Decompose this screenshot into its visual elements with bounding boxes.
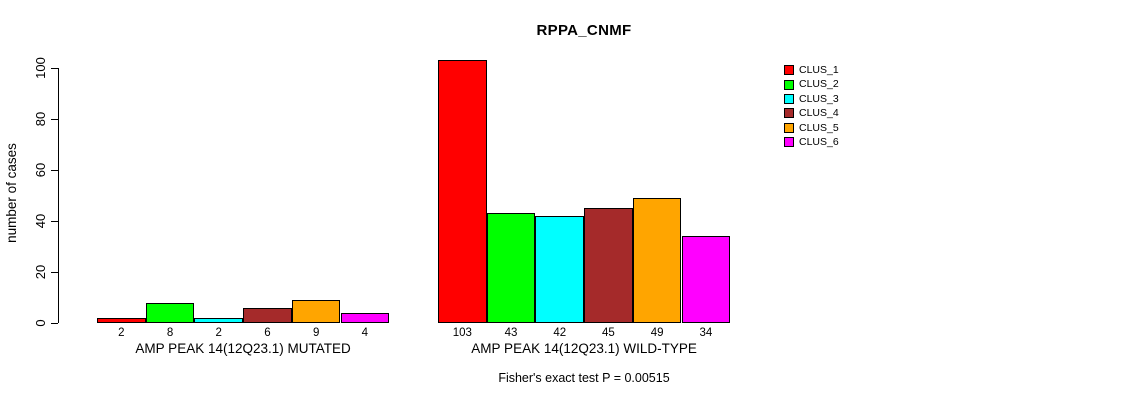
fisher-test-note: Fisher's exact test P = 0.00515 <box>498 371 670 385</box>
bar-value-label: 43 <box>504 327 518 339</box>
bar-value-label: 42 <box>553 327 567 339</box>
y-axis-tick-label: 0 <box>32 319 48 327</box>
y-axis-tick-label: 20 <box>32 264 48 280</box>
legend-color-swatch <box>784 137 794 148</box>
y-axis-tick-label: 60 <box>32 162 48 178</box>
legend-item: CLUS_1 <box>784 63 839 77</box>
bar-clus_3 <box>535 215 585 323</box>
bar-value-label: 2 <box>118 327 125 339</box>
bar-clus_4 <box>584 208 633 323</box>
legend-color-swatch <box>784 108 794 119</box>
group-label: AMP PEAK 14(12Q23.1) WILD-TYPE <box>471 341 697 356</box>
y-axis-label: number of cases <box>3 143 19 243</box>
bar-value-label: 8 <box>166 327 174 339</box>
bar-value-label: 6 <box>264 327 271 339</box>
y-axis-tick <box>51 272 58 273</box>
y-axis-tick <box>51 68 58 69</box>
y-axis-tick <box>51 221 58 222</box>
bar-clus_6 <box>681 236 731 323</box>
y-axis-tick <box>51 170 58 171</box>
legend-item: CLUS_6 <box>784 135 839 149</box>
bar-clus_4 <box>243 307 292 323</box>
bar-clus_5 <box>632 198 682 323</box>
legend-label: CLUS_2 <box>799 78 839 91</box>
bar-clus_2 <box>145 302 195 323</box>
y-axis-tick-label: 80 <box>32 111 48 127</box>
bar-value-label: 49 <box>650 327 664 339</box>
y-axis-tick-label: 100 <box>32 57 48 79</box>
bar-value-label: 34 <box>699 327 713 339</box>
bar-value-label: 45 <box>602 327 615 339</box>
legend-color-swatch <box>784 93 794 104</box>
bar-value-label: 9 <box>312 327 320 339</box>
bar-clus_2 <box>486 213 536 323</box>
legend-label: CLUS_1 <box>799 63 839 76</box>
legend-label: CLUS_6 <box>799 135 839 148</box>
bar-clus_1 <box>438 60 487 323</box>
bar-clus_6 <box>340 312 390 323</box>
y-axis-line <box>58 68 59 323</box>
legend-label: CLUS_3 <box>799 92 839 105</box>
legend-color-swatch <box>784 65 794 76</box>
legend-color-swatch <box>784 79 794 90</box>
bar-value-label: 4 <box>361 327 369 339</box>
chart-title: RPPA_CNMF <box>536 22 632 39</box>
bar-value-label: 103 <box>452 327 472 339</box>
bar-clus_1 <box>97 317 146 323</box>
legend-item: CLUS_5 <box>784 121 839 135</box>
legend-item: CLUS_3 <box>784 92 839 106</box>
bar-clus_5 <box>291 300 341 323</box>
legend: CLUS_1 CLUS_2 CLUS_3 CLUS_4 CLUS_5 CLUS_6 <box>784 63 839 149</box>
legend-label: CLUS_5 <box>799 121 839 134</box>
legend-color-swatch <box>784 122 794 133</box>
legend-label: CLUS_4 <box>799 107 839 120</box>
y-axis-tick-label: 40 <box>32 213 48 229</box>
legend-item: CLUS_2 <box>784 77 839 91</box>
y-axis-tick <box>51 323 58 324</box>
group-label: AMP PEAK 14(12Q23.1) MUTATED <box>135 341 351 356</box>
legend-item: CLUS_4 <box>784 106 839 120</box>
y-axis-tick <box>51 119 58 120</box>
bar-value-label: 2 <box>215 327 222 339</box>
bar-clus_3 <box>194 317 244 323</box>
